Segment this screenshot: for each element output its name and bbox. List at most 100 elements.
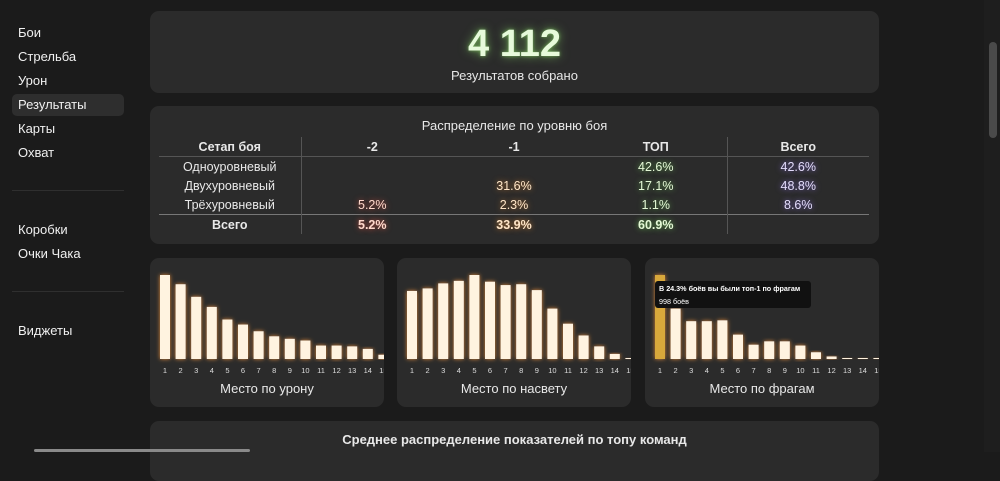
spotting-bar-5[interactable] — [469, 275, 480, 359]
cell-minus1: 2.3% — [499, 197, 529, 212]
spotting-tick-label: 13 — [595, 366, 603, 375]
damage-bar-13[interactable] — [347, 346, 358, 359]
team-distribution-title: Среднее распределение показателей по топ… — [342, 432, 687, 447]
nav-chuck-points[interactable]: Очки Чака — [18, 246, 81, 261]
spotting-bar-4[interactable] — [453, 280, 464, 359]
frags-tick-label: 2 — [674, 366, 678, 375]
damage-bar-12[interactable] — [331, 345, 342, 359]
nav-boxes[interactable]: Коробки — [18, 222, 68, 237]
frags-tick-label: 15 — [874, 366, 879, 375]
frags-bar-4[interactable] — [701, 321, 712, 359]
distribution-card: Распределение по уровню боя Сетап боя -2… — [150, 106, 879, 244]
damage-bar-2[interactable] — [175, 284, 186, 359]
frags-bar-9[interactable] — [779, 341, 790, 359]
header-top: ТОП — [642, 139, 669, 154]
damage-bar-5[interactable] — [222, 319, 233, 359]
nav-damage[interactable]: Урон — [18, 73, 48, 88]
frags-bar-15[interactable] — [873, 358, 879, 359]
header-setup: Сетап боя — [198, 139, 261, 154]
spotting-bar-8[interactable] — [516, 284, 527, 359]
spotting-tick-label: 11 — [564, 366, 572, 375]
nav-coverage[interactable]: Охват — [18, 145, 55, 160]
frags-bar-8[interactable] — [764, 341, 775, 359]
frags-bar-1[interactable] — [655, 275, 665, 359]
damage-bar-10[interactable] — [300, 340, 311, 359]
nav-maps[interactable]: Карты — [18, 121, 56, 136]
spotting-bar-7[interactable] — [500, 285, 511, 359]
damage-bar-chart: 123456789101112131415 — [160, 275, 384, 375]
damage-bar-4[interactable] — [206, 306, 217, 359]
damage-bar-9[interactable] — [284, 338, 295, 359]
frags-bar-10[interactable] — [795, 345, 806, 359]
damage-bar-7[interactable] — [253, 331, 264, 359]
table-row: Двухуровневый 31.6% 17.1% 48.8% — [159, 176, 869, 195]
spotting-bar-15[interactable] — [625, 358, 631, 359]
frags-bar-14[interactable] — [857, 358, 868, 359]
frags-bar-5[interactable] — [717, 320, 728, 359]
spotting-bar-2[interactable] — [422, 288, 433, 359]
cell-total: 8.6% — [726, 195, 869, 215]
spotting-bar-3[interactable] — [438, 283, 449, 359]
nav-widgets[interactable]: Виджеты — [18, 323, 73, 338]
frags-tick-label: 14 — [859, 366, 867, 375]
frags-bar-11[interactable] — [811, 352, 821, 359]
chart-tooltip: В 24.3% боёв вы были топ-1 по фрагам 998… — [655, 281, 811, 308]
spotting-tick-label: 12 — [579, 366, 587, 375]
damage-tick-label: 12 — [332, 366, 340, 375]
scrollbar-thumb[interactable] — [989, 42, 997, 138]
table-total-row: Всего 5.2% 33.9% 60.9% — [159, 214, 869, 234]
frags-tick-label: 6 — [736, 366, 740, 375]
damage-bar-1[interactable] — [160, 275, 170, 359]
nav-results[interactable]: Результаты — [12, 94, 124, 116]
spotting-bar-14[interactable] — [609, 353, 620, 359]
spotting-bar-13[interactable] — [594, 346, 605, 359]
frags-tick-label: 9 — [783, 366, 787, 375]
frags-bar-6[interactable] — [733, 334, 743, 359]
damage-tick-label: 3 — [194, 366, 198, 375]
damage-bar-14[interactable] — [362, 348, 373, 359]
frags-bar-7[interactable] — [748, 344, 759, 359]
results-label: Результатов собрано — [451, 68, 578, 83]
sidebar-divider — [12, 190, 124, 191]
damage-tick-label: 11 — [317, 366, 325, 375]
spotting-bar-1[interactable] — [407, 290, 417, 359]
nav-shooting[interactable]: Стрельба — [18, 49, 77, 64]
damage-bar-15[interactable] — [378, 354, 384, 359]
vertical-scrollbar[interactable] — [984, 0, 1000, 452]
frags-tick-label: 3 — [689, 366, 693, 375]
frags-tick-label: 11 — [812, 366, 820, 375]
damage-tick-label: 4 — [210, 366, 214, 375]
spotting-bar-11[interactable] — [563, 323, 573, 359]
damage-tick-label: 9 — [288, 366, 292, 375]
cell-minus2 — [300, 176, 443, 195]
spotting-bar-12[interactable] — [578, 335, 589, 359]
frags-bar-3[interactable] — [686, 321, 697, 359]
frags-bar-2[interactable] — [670, 308, 681, 359]
table-row: Трёхуровневый 5.2% 2.3% 1.1% 8.6% — [159, 195, 869, 215]
nav-battles[interactable]: Бои — [18, 25, 42, 40]
damage-bar-3[interactable] — [191, 296, 202, 359]
frags-bar-13[interactable] — [842, 358, 853, 359]
frags-tick-label: 8 — [767, 366, 771, 375]
damage-bar-8[interactable] — [269, 336, 280, 359]
cell-minus2: 5.2% — [300, 195, 443, 215]
horizontal-scrollbar[interactable] — [34, 449, 250, 452]
spotting-bar-10[interactable] — [547, 308, 558, 359]
results-count: 4 112 — [468, 23, 561, 65]
spotting-bar-9[interactable] — [531, 290, 542, 359]
damage-bar-11[interactable] — [316, 345, 326, 359]
frags-chart-title: Место по фрагам — [709, 381, 815, 396]
cell-minus1: 31.6% — [496, 178, 532, 193]
spotting-tick-label: 5 — [472, 366, 476, 375]
header-minus2: -2 — [300, 137, 443, 157]
spotting-chart-card: 123456789101112131415 Место по насвету — [397, 258, 631, 407]
damage-tick-label: 8 — [272, 366, 276, 375]
row-label: Двухуровневый — [184, 178, 275, 193]
damage-chart-card: 123456789101112131415 Место по урону — [150, 258, 384, 407]
frags-bar-12[interactable] — [826, 356, 837, 359]
frags-tick-label: 13 — [843, 366, 851, 375]
damage-tick-label: 6 — [241, 366, 245, 375]
spotting-bar-6[interactable] — [485, 281, 495, 359]
damage-tick-label: 10 — [301, 366, 309, 375]
damage-bar-6[interactable] — [238, 324, 248, 359]
